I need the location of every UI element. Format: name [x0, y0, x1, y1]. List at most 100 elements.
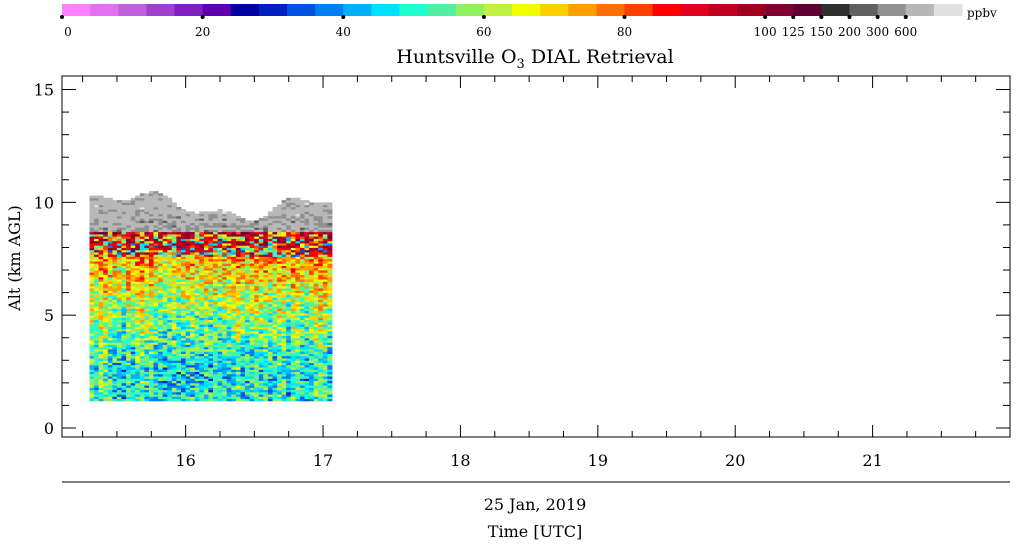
heatmap-cell	[199, 290, 205, 293]
heatmap-cell	[267, 229, 273, 233]
heatmap-cell	[295, 288, 301, 291]
heatmap-cell	[213, 254, 218, 257]
heatmap-cell	[107, 267, 113, 271]
heatmap-cell	[144, 215, 150, 219]
heatmap-cell	[240, 387, 246, 391]
heatmap-cell	[194, 254, 200, 257]
heatmap-cell	[112, 389, 118, 393]
heatmap-cell	[249, 360, 255, 363]
heatmap-cell	[290, 265, 296, 269]
heatmap-cell	[231, 310, 237, 314]
heatmap-cell	[213, 213, 218, 217]
heatmap-cell	[98, 373, 104, 377]
heatmap-cell	[112, 283, 118, 287]
heatmap-cell	[235, 299, 241, 303]
heatmap-cell	[194, 346, 200, 350]
heatmap-cell	[185, 224, 191, 228]
heatmap-cell	[222, 233, 228, 237]
heatmap-cell	[235, 308, 241, 312]
heatmap-cell	[272, 303, 278, 307]
heatmap-cell	[327, 202, 333, 206]
heatmap-cell	[149, 272, 154, 275]
heatmap-cell	[181, 373, 186, 377]
heatmap-cell	[272, 220, 278, 224]
heatmap-cell	[130, 326, 136, 330]
heatmap-cell	[309, 312, 315, 316]
heatmap-cell	[199, 326, 205, 330]
heatmap-cell	[309, 385, 315, 388]
heatmap-cell	[304, 342, 310, 345]
heatmap-cell	[235, 326, 241, 330]
heatmap-cell	[295, 321, 301, 325]
heatmap-cell	[217, 256, 223, 260]
heatmap-cell	[107, 349, 113, 352]
heatmap-cell	[176, 274, 182, 278]
heatmap-cell	[309, 317, 315, 321]
heatmap-cell	[235, 346, 241, 350]
heatmap-cell	[153, 321, 159, 325]
heatmap-cell	[103, 317, 109, 321]
heatmap-cell	[103, 229, 109, 233]
heatmap-cell	[231, 382, 237, 386]
heatmap-cell	[112, 385, 118, 388]
heatmap-cell	[217, 349, 223, 352]
heatmap-cell	[176, 360, 182, 363]
heatmap-cell	[194, 222, 200, 226]
heatmap-cell	[190, 373, 196, 377]
heatmap-cell	[322, 281, 328, 284]
heatmap-cell	[153, 267, 159, 271]
heatmap-cell	[176, 310, 182, 314]
heatmap-cell	[158, 276, 164, 280]
heatmap-cell	[112, 256, 118, 260]
heatmap-cell	[322, 297, 328, 300]
heatmap-cell	[190, 362, 196, 366]
heatmap-cell	[309, 240, 315, 244]
heatmap-cell	[245, 245, 250, 248]
heatmap-cell	[167, 376, 173, 379]
heatmap-cell	[217, 396, 223, 400]
heatmap-cell	[162, 303, 168, 307]
heatmap-cell	[295, 308, 301, 312]
heatmap-cell	[135, 270, 141, 273]
heatmap-cell	[94, 227, 100, 230]
heatmap-cell	[167, 227, 173, 230]
heatmap-cell	[135, 385, 141, 388]
heatmap-cell	[263, 218, 269, 221]
heatmap-cell	[194, 373, 200, 377]
heatmap-cell	[116, 360, 122, 363]
heatmap-cell	[199, 387, 205, 391]
heatmap-cell	[267, 391, 273, 395]
heatmap-cell	[135, 256, 141, 260]
heatmap-cell	[263, 254, 269, 257]
heatmap-cell	[153, 303, 159, 307]
heatmap-cell	[245, 258, 250, 262]
heatmap-cell	[203, 342, 209, 345]
heatmap-cell	[304, 209, 310, 212]
heatmap-cell	[171, 371, 177, 375]
heatmap-cell	[144, 285, 150, 289]
heatmap-cell	[249, 247, 255, 251]
heatmap-cell	[162, 200, 168, 203]
heatmap-cell	[281, 288, 287, 291]
heatmap-cell	[304, 243, 310, 246]
heatmap-cell	[267, 231, 273, 235]
heatmap-cell	[222, 238, 228, 242]
heatmap-cell	[194, 337, 200, 341]
heatmap-cell	[190, 222, 196, 226]
heatmap-cell	[267, 333, 273, 336]
heatmap-cell	[277, 290, 283, 293]
heatmap-cell	[167, 283, 173, 287]
heatmap-cell	[149, 344, 154, 348]
heatmap-cell	[309, 245, 315, 248]
heatmap-cell	[281, 349, 287, 352]
heatmap-cell	[181, 224, 186, 228]
heatmap-cell	[272, 321, 278, 325]
heatmap-cell	[226, 389, 232, 393]
heatmap-cell	[281, 231, 287, 235]
heatmap-cell	[107, 312, 113, 316]
heatmap-cell	[130, 238, 136, 242]
heatmap-cell	[245, 231, 250, 235]
heatmap-cell	[272, 274, 278, 278]
heatmap-cell	[267, 306, 273, 309]
heatmap-cell	[286, 337, 292, 341]
